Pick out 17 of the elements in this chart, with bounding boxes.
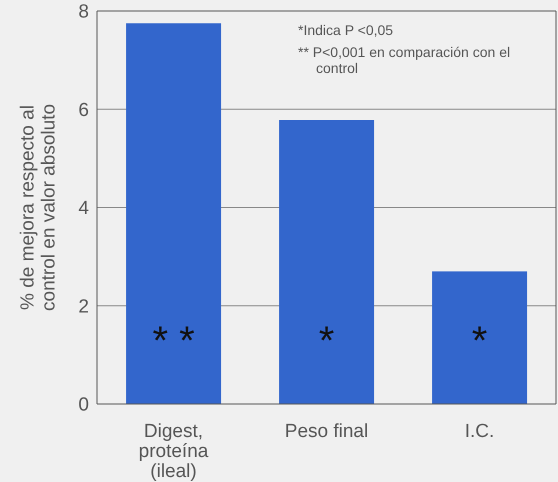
data-label: * bbox=[318, 319, 334, 363]
y-axis-title: % de mejora respecto al control en valor absoluto bbox=[18, 104, 60, 312]
data-label: * bbox=[472, 319, 488, 363]
x-tick-label: Digest, proteína (ileal) bbox=[138, 421, 209, 482]
bar bbox=[126, 23, 222, 404]
y-tick-label: 4 bbox=[78, 198, 90, 220]
y-tick-label: 6 bbox=[78, 100, 89, 121]
annotation: ** P<0,001 en comparación con el control bbox=[298, 44, 512, 76]
bar bbox=[279, 120, 374, 404]
annotation: *Indica P <0,05 bbox=[298, 22, 394, 38]
y-tick-label: 8 bbox=[78, 2, 89, 23]
y-tick-label: 2 bbox=[78, 296, 89, 318]
y-tick-label: 0 bbox=[78, 394, 89, 416]
data-label: * * bbox=[152, 319, 195, 363]
x-tick-label: I.C. bbox=[464, 421, 494, 442]
bar bbox=[432, 271, 528, 404]
x-tick-label: Peso final bbox=[284, 421, 368, 442]
